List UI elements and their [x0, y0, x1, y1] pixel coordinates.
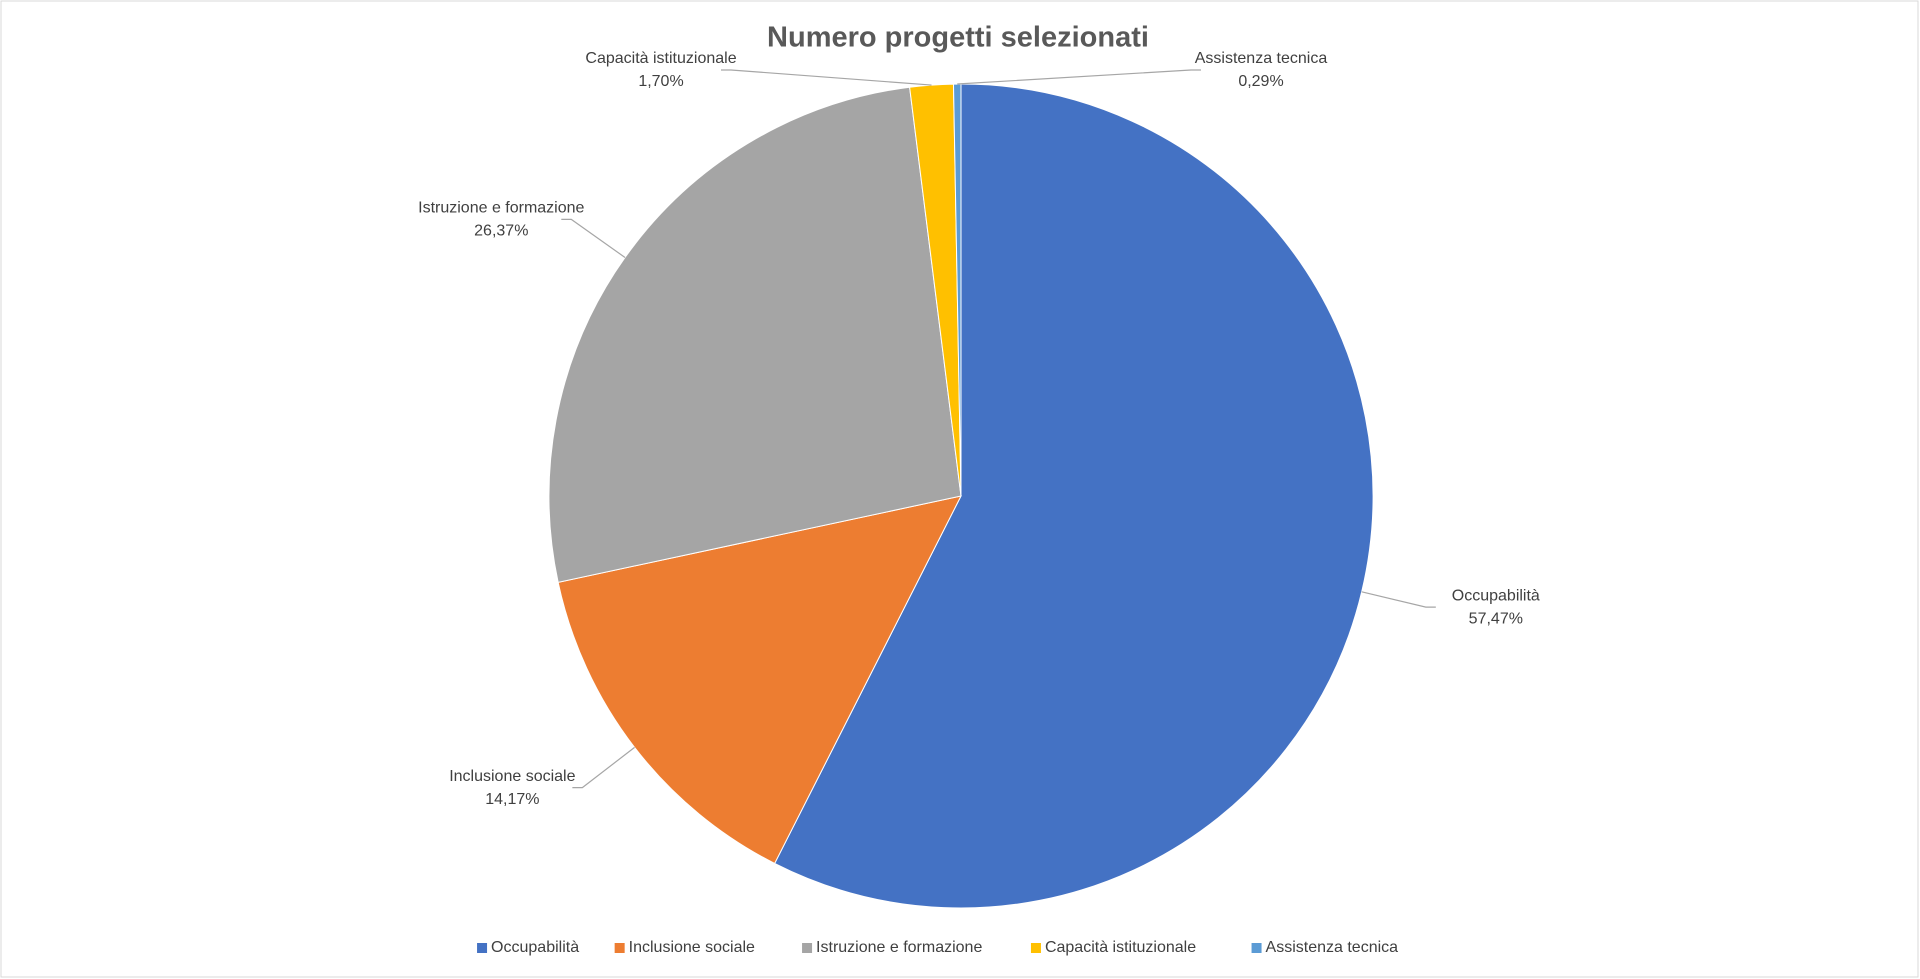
leader-line: [957, 69, 1201, 85]
leader-line: [1361, 591, 1436, 608]
data-label-value: 57,47%: [1469, 610, 1523, 627]
legend-swatch: [1251, 943, 1262, 953]
pie-slice: [773, 83, 1374, 909]
legend-label: Occupabilità: [491, 939, 579, 956]
data-label-value: 1,70%: [638, 73, 683, 90]
legend-label: Istruzione e formazione: [816, 939, 982, 956]
data-label-name: Inclusione sociale: [449, 768, 575, 785]
data-label-name: Istruzione e formazione: [418, 200, 584, 217]
legend-label: Inclusione sociale: [629, 939, 755, 956]
data-label-value: 14,17%: [485, 791, 539, 808]
legend-swatch: [802, 943, 813, 953]
legend-swatch: [614, 943, 625, 953]
data-label-value: 26,37%: [474, 223, 528, 240]
data-label-name: Assistenza tecnica: [1195, 50, 1328, 67]
legend-swatch: [477, 943, 488, 953]
legend-label: Capacità istituzionale: [1045, 939, 1196, 956]
data-label-name: Capacità istituzionale: [585, 50, 736, 67]
data-label-name: Occupabilità: [1452, 587, 1540, 604]
leader-line: [721, 69, 932, 86]
data-label-value: 0,29%: [1238, 73, 1283, 90]
leader-line: [572, 746, 635, 789]
chart-title: Numero progetti selezionati: [767, 22, 1149, 54]
legend-label: Assistenza tecnica: [1266, 939, 1399, 956]
leader-line: [561, 218, 626, 259]
pie-slice: [548, 86, 962, 583]
legend-swatch: [1030, 943, 1041, 953]
